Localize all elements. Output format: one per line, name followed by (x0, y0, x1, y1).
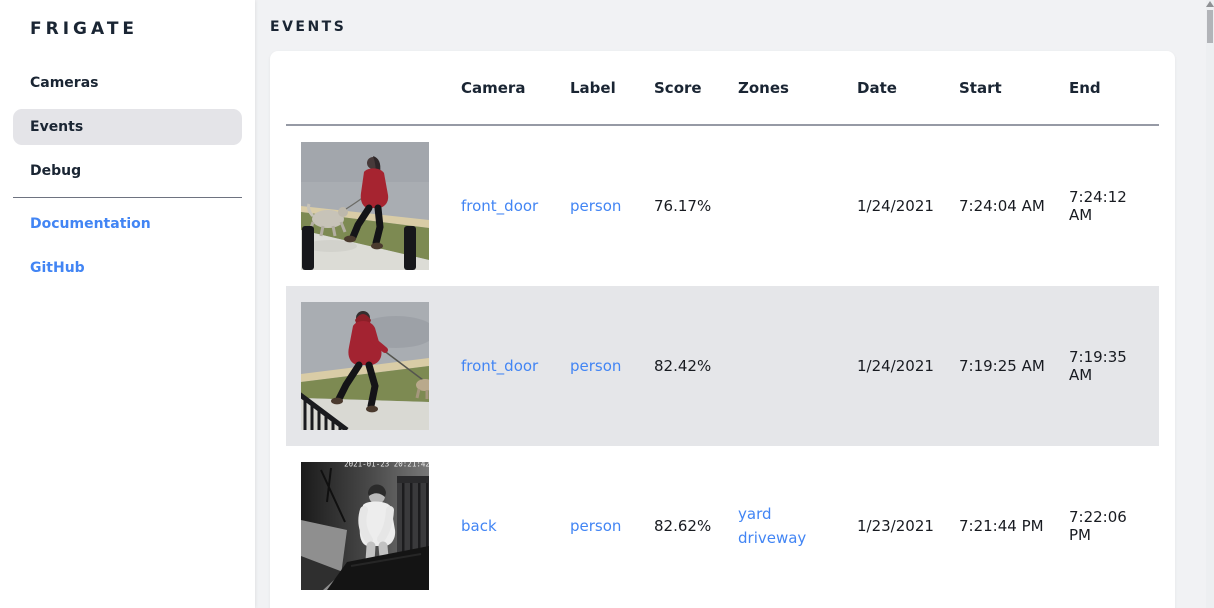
header-end: End (1069, 78, 1101, 97)
event-label-cell: person (570, 517, 654, 535)
event-camera-cell: back (461, 517, 570, 535)
event-row[interactable]: front_door person 76.17% 1/24/2021 7:24:… (286, 126, 1159, 286)
event-thumbnail[interactable] (286, 142, 461, 270)
event-label-cell: person (570, 197, 654, 215)
event-thumbnail[interactable]: 2021-01-23 20:21:42 (286, 462, 461, 590)
event-label-cell: person (570, 357, 654, 375)
sidebar-item-github[interactable]: GitHub (30, 260, 85, 276)
camera-link[interactable]: front_door (461, 197, 539, 215)
thumbnail-person-hoodie-day (301, 302, 429, 430)
event-row[interactable]: 2021-01-23 20:21:42 back person 82.62% y… (286, 446, 1159, 606)
thumbnail-person-infrared-night: 2021-01-23 20:21:42 (301, 462, 429, 590)
header-zones: Zones (738, 78, 789, 97)
event-score: 82.62% (654, 517, 712, 535)
header-date: Date (857, 78, 897, 97)
label-link[interactable]: person (570, 517, 622, 535)
zone-link[interactable]: driveway (738, 529, 807, 547)
header-camera: Camera (461, 78, 526, 97)
event-zones-cell: yard driveway (738, 502, 857, 550)
header-start: Start (959, 78, 1002, 97)
sidebar-nav: Cameras Events Debug Documentation GitHu… (0, 65, 255, 286)
page-scrollbar[interactable] (1206, 0, 1214, 608)
event-end-time: 7:22:06 PM (1069, 508, 1127, 544)
header-label: Label (570, 78, 616, 97)
sidebar-divider (13, 197, 242, 198)
sidebar: FRIGATE Cameras Events Debug Documentati… (0, 0, 255, 608)
event-date: 1/24/2021 (857, 197, 934, 215)
event-start-time: 7:21:44 PM (959, 517, 1044, 535)
event-thumbnail[interactable] (286, 302, 461, 430)
label-link[interactable]: person (570, 197, 622, 215)
event-camera-cell: front_door (461, 197, 570, 215)
event-end-time: 7:24:12 AM (1069, 188, 1127, 224)
camera-link[interactable]: back (461, 517, 497, 535)
event-score: 76.17% (654, 197, 712, 215)
event-camera-cell: front_door (461, 357, 570, 375)
sidebar-item-events[interactable]: Events (13, 109, 242, 145)
main-content: EVENTS Camera Label Score Zones Date Sta… (255, 0, 1214, 608)
header-score: Score (654, 78, 702, 97)
event-end-time: 7:19:35 AM (1069, 348, 1127, 384)
event-date: 1/23/2021 (857, 517, 934, 535)
scrollbar-thumb[interactable] (1207, 10, 1213, 43)
event-row-highlighted[interactable]: front_door person 82.42% 1/24/2021 7:19:… (286, 286, 1159, 446)
sidebar-item-debug[interactable]: Debug (30, 163, 82, 179)
sidebar-item-cameras[interactable]: Cameras (30, 75, 99, 91)
events-table-header: Camera Label Score Zones Date Start End (286, 51, 1159, 126)
sidebar-item-documentation[interactable]: Documentation (30, 216, 151, 232)
event-start-time: 7:24:04 AM (959, 197, 1045, 215)
app-logo[interactable]: FRIGATE (30, 19, 139, 39)
event-date: 1/24/2021 (857, 357, 934, 375)
thumbnail-person-dog-day (301, 142, 429, 270)
event-score: 82.42% (654, 357, 712, 375)
camera-link[interactable]: front_door (461, 357, 539, 375)
event-start-time: 7:19:25 AM (959, 357, 1045, 375)
label-link[interactable]: person (570, 357, 622, 375)
thumbnail-timestamp: 2021-01-23 20:21:42 (344, 462, 429, 469)
zone-link[interactable]: yard (738, 505, 772, 523)
scrollbar-up-arrow-icon[interactable] (1206, 1, 1214, 7)
events-card: Camera Label Score Zones Date Start End (270, 51, 1175, 608)
page-title: EVENTS (270, 19, 347, 35)
